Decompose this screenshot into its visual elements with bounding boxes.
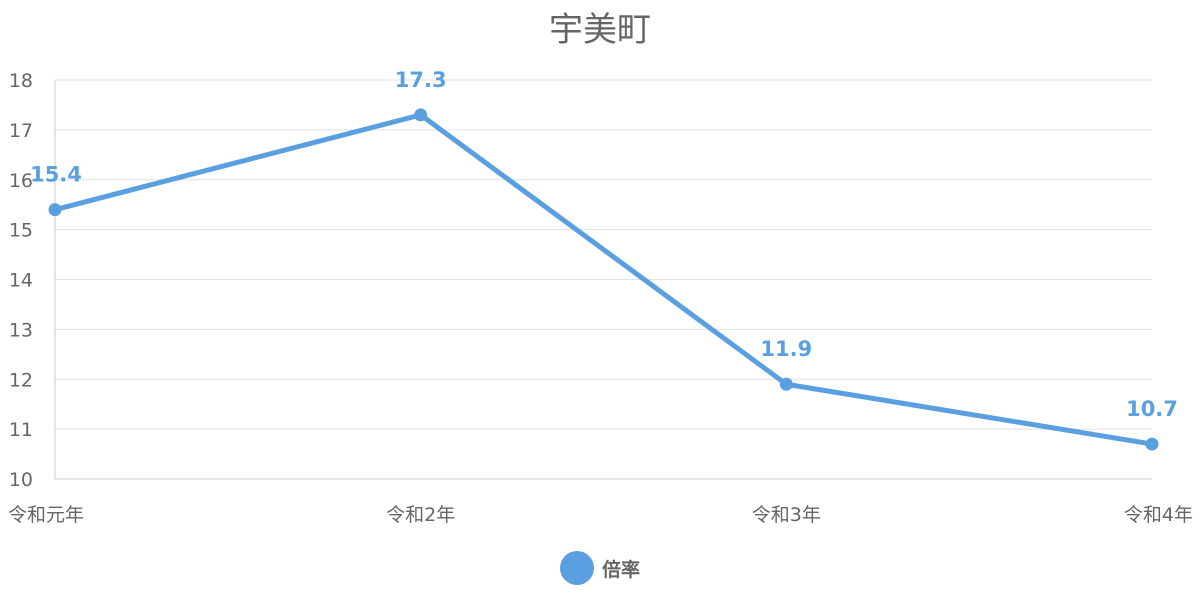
legend[interactable]: 倍率 <box>0 550 1200 586</box>
data-point[interactable] <box>414 108 428 122</box>
data-label: 11.9 <box>760 337 812 361</box>
y-tick-labels: 10 11 12 13 14 15 16 17 18 <box>9 70 33 491</box>
x-tick-labels: 令和元年 令和2年 令和3年 令和4年 <box>8 504 1193 526</box>
y-tick-label: 14 <box>9 270 33 292</box>
data-label: 17.3 <box>395 68 447 92</box>
series-line <box>52 112 1155 447</box>
x-tick-label: 令和3年 <box>752 504 821 526</box>
y-tick-label: 17 <box>9 120 33 142</box>
axes <box>54 80 1152 480</box>
y-tick-label: 15 <box>9 220 33 242</box>
y-tick-label: 12 <box>9 369 33 391</box>
x-tick-label: 令和4年 <box>1124 504 1193 526</box>
y-tick-label: 11 <box>9 419 33 441</box>
y-tick-label: 16 <box>9 170 33 192</box>
y-tick-label: 13 <box>9 319 33 341</box>
data-label: 10.7 <box>1126 397 1178 421</box>
data-point[interactable] <box>1145 437 1159 451</box>
legend-label: 倍率 <box>601 558 640 581</box>
chart-title: 宇美町 <box>549 10 651 50</box>
data-point[interactable] <box>48 203 62 217</box>
x-tick-label: 令和元年 <box>8 504 84 526</box>
data-point[interactable] <box>779 377 793 391</box>
y-tick-label: 10 <box>9 469 33 491</box>
legend-marker <box>559 551 594 585</box>
y-tick-label: 18 <box>9 70 33 92</box>
data-labels: 15.4 17.3 11.9 10.7 <box>30 68 1178 421</box>
data-label: 15.4 <box>30 163 82 187</box>
series-group <box>48 108 1159 451</box>
x-tick-label: 令和2年 <box>386 504 455 526</box>
